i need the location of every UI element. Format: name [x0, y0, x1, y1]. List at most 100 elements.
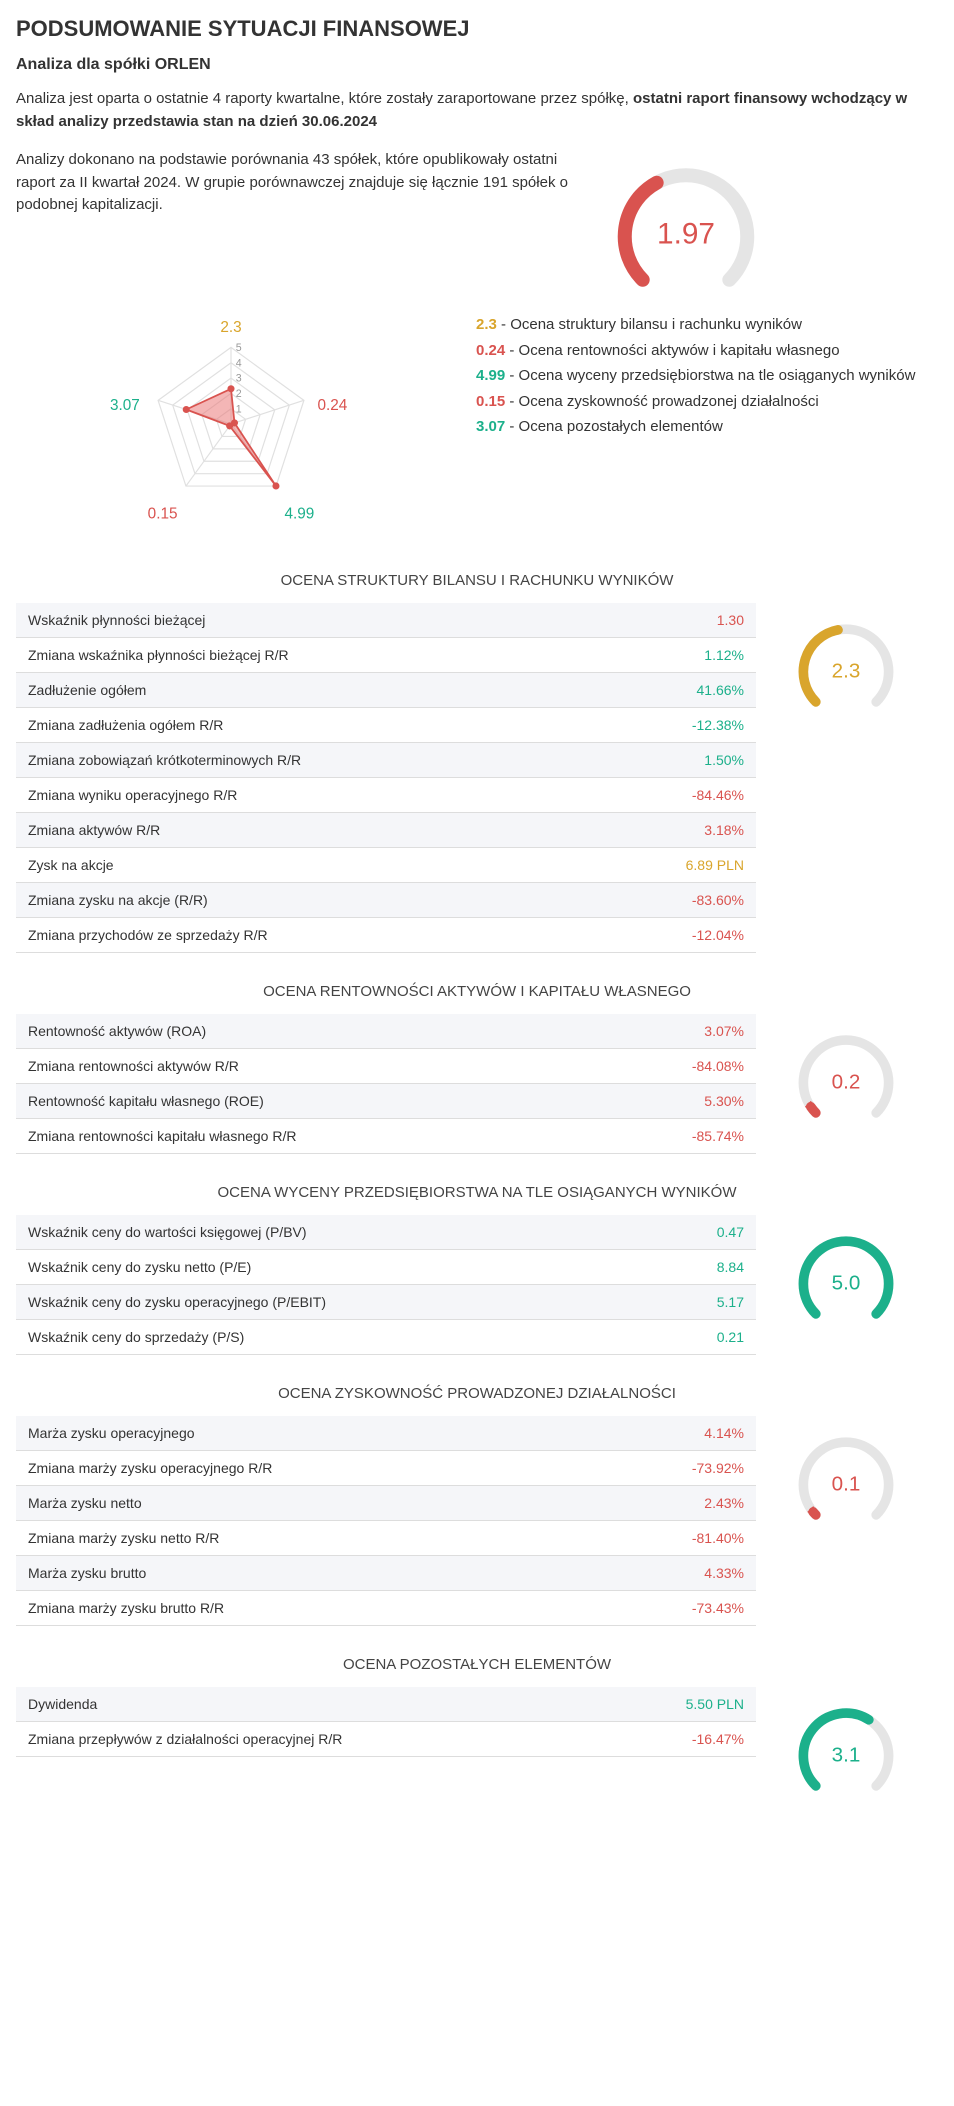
metric-label: Zadłużenie ogółem [16, 673, 596, 708]
metric-value: 4.33% [596, 1556, 756, 1591]
svg-text:3.07: 3.07 [110, 397, 140, 414]
section: OCENA WYCENY PRZEDSIĘBIORSTWA NA TLE OSI… [16, 1184, 938, 1355]
radar-legend: 2.3 - Ocena struktury bilansu i rachunku… [476, 312, 938, 440]
svg-text:3.1: 3.1 [832, 1743, 861, 1766]
svg-text:2.3: 2.3 [832, 659, 861, 682]
metrics-table: Marża zysku operacyjnego4.14%Zmiana marż… [16, 1416, 756, 1626]
metric-value: -84.08% [596, 1049, 756, 1084]
table-row: Wskaźnik ceny do sprzedaży (P/S)0.21 [16, 1320, 756, 1355]
page-subtitle: Analiza dla spółki ORLEN [16, 56, 938, 74]
section-gauge: 0.2 [776, 1014, 916, 1127]
metric-value: 41.66% [596, 673, 756, 708]
table-row: Zmiana rentowności kapitału własnego R/R… [16, 1119, 756, 1154]
metric-value: 8.84 [596, 1250, 756, 1285]
comparison-text: Analizy dokonano na podstawie porównania… [16, 149, 576, 217]
section-gauge: 3.1 [776, 1687, 916, 1800]
metric-value: 0.21 [596, 1320, 756, 1355]
svg-text:4: 4 [236, 357, 242, 369]
table-row: Zmiana wyniku operacyjnego R/R-84.46% [16, 778, 756, 813]
metric-value: 4.14% [596, 1416, 756, 1451]
metric-label: Zmiana zobowiązań krótkoterminowych R/R [16, 743, 596, 778]
table-row: Zmiana przepływów z działalności operacy… [16, 1722, 756, 1757]
table-row: Dywidenda5.50 PLN [16, 1687, 756, 1722]
metric-value: 5.50 PLN [596, 1687, 756, 1722]
metric-value: -81.40% [596, 1521, 756, 1556]
metric-label: Zmiana rentowności kapitału własnego R/R [16, 1119, 596, 1154]
section-title: OCENA ZYSKOWNOŚĆ PROWADZONEJ DZIAŁALNOŚC… [16, 1385, 938, 1402]
metric-label: Zmiana zysku na akcje (R/R) [16, 883, 596, 918]
svg-text:5.0: 5.0 [832, 1271, 861, 1294]
table-row: Marża zysku brutto4.33% [16, 1556, 756, 1591]
svg-text:3: 3 [236, 373, 242, 385]
intro-text: Analiza jest oparta o ostatnie 4 raporty… [16, 88, 938, 133]
page-title: PODSUMOWANIE SYTUACJI FINANSOWEJ [16, 16, 938, 42]
table-row: Wskaźnik ceny do wartości księgowej (P/B… [16, 1215, 756, 1250]
table-row: Wskaźnik ceny do zysku netto (P/E)8.84 [16, 1250, 756, 1285]
svg-text:2: 2 [236, 388, 242, 400]
metric-value: 0.47 [596, 1215, 756, 1250]
metric-label: Zmiana aktywów R/R [16, 813, 596, 848]
radar-legend-item: 2.3 - Ocena struktury bilansu i rachunku… [476, 312, 938, 338]
metric-value: -85.74% [596, 1119, 756, 1154]
table-row: Wskaźnik płynności bieżącej1.30 [16, 603, 756, 638]
metric-label: Zmiana marży zysku operacyjnego R/R [16, 1451, 596, 1486]
section-title: OCENA RENTOWNOŚCI AKTYWÓW I KAPITAŁU WŁA… [16, 983, 938, 1000]
metric-value: 2.43% [596, 1486, 756, 1521]
svg-text:1.97: 1.97 [657, 218, 715, 251]
radar-legend-item: 0.15 - Ocena zyskowność prowadzonej dzia… [476, 389, 938, 415]
table-row: Marża zysku operacyjnego4.14% [16, 1416, 756, 1451]
section: OCENA RENTOWNOŚCI AKTYWÓW I KAPITAŁU WŁA… [16, 983, 938, 1154]
metric-value: 1.30 [596, 603, 756, 638]
table-row: Zmiana zysku na akcje (R/R)-83.60% [16, 883, 756, 918]
table-row: Zmiana zobowiązań krótkoterminowych R/R1… [16, 743, 756, 778]
table-row: Wskaźnik ceny do zysku operacyjnego (P/E… [16, 1285, 756, 1320]
table-row: Zmiana zadłużenia ogółem R/R-12.38% [16, 708, 756, 743]
metric-value: -73.92% [596, 1451, 756, 1486]
metric-value: -16.47% [596, 1722, 756, 1757]
metric-label: Wskaźnik ceny do wartości księgowej (P/B… [16, 1215, 596, 1250]
metric-label: Zmiana marży zysku netto R/R [16, 1521, 596, 1556]
metric-label: Wskaźnik ceny do sprzedaży (P/S) [16, 1320, 596, 1355]
metric-label: Zmiana wyniku operacyjnego R/R [16, 778, 596, 813]
metric-label: Zmiana przepływów z działalności operacy… [16, 1722, 596, 1757]
section-title: OCENA STRUKTURY BILANSU I RACHUNKU WYNIK… [16, 572, 938, 589]
section-title: OCENA WYCENY PRZEDSIĘBIORSTWA NA TLE OSI… [16, 1184, 938, 1201]
table-row: Marża zysku netto2.43% [16, 1486, 756, 1521]
metric-value: 5.30% [596, 1084, 756, 1119]
section: OCENA STRUKTURY BILANSU I RACHUNKU WYNIK… [16, 572, 938, 953]
section-gauge: 5.0 [776, 1215, 916, 1328]
svg-text:0.15: 0.15 [148, 505, 178, 522]
metrics-table: Wskaźnik płynności bieżącej1.30Zmiana ws… [16, 603, 756, 953]
table-row: Zmiana aktywów R/R3.18% [16, 813, 756, 848]
section-gauge: 2.3 [776, 603, 916, 716]
table-row: Rentowność kapitału własnego (ROE)5.30% [16, 1084, 756, 1119]
metric-value: 3.18% [596, 813, 756, 848]
svg-text:4.99: 4.99 [284, 505, 314, 522]
metric-label: Zysk na akcje [16, 848, 596, 883]
svg-text:0.24: 0.24 [318, 397, 348, 414]
metric-label: Zmiana wskaźnika płynności bieżącej R/R [16, 638, 596, 673]
table-row: Zmiana marży zysku netto R/R-81.40% [16, 1521, 756, 1556]
metric-value: -84.46% [596, 778, 756, 813]
svg-text:1: 1 [236, 403, 242, 415]
metric-value: 6.89 PLN [596, 848, 756, 883]
svg-text:0.1: 0.1 [832, 1472, 861, 1495]
table-row: Zysk na akcje6.89 PLN [16, 848, 756, 883]
section-gauge: 0.1 [776, 1416, 916, 1529]
metric-label: Rentowność kapitału własnego (ROE) [16, 1084, 596, 1119]
metric-value: 1.12% [596, 638, 756, 673]
table-row: Zmiana przychodów ze sprzedaży R/R-12.04… [16, 918, 756, 953]
svg-text:0.2: 0.2 [832, 1070, 861, 1093]
table-row: Zadłużenie ogółem41.66% [16, 673, 756, 708]
table-row: Zmiana wskaźnika płynności bieżącej R/R1… [16, 638, 756, 673]
section: OCENA ZYSKOWNOŚĆ PROWADZONEJ DZIAŁALNOŚC… [16, 1385, 938, 1626]
radar-legend-item: 4.99 - Ocena wyceny przedsiębiorstwa na … [476, 363, 938, 389]
radar-chart: 123452.30.244.990.153.07 [16, 312, 446, 542]
svg-text:5: 5 [236, 342, 242, 354]
metric-label: Zmiana zadłużenia ogółem R/R [16, 708, 596, 743]
metric-label: Wskaźnik płynności bieżącej [16, 603, 596, 638]
metric-label: Marża zysku brutto [16, 1556, 596, 1591]
table-row: Zmiana marży zysku operacyjnego R/R-73.9… [16, 1451, 756, 1486]
metrics-table: Dywidenda5.50 PLNZmiana przepływów z dzi… [16, 1687, 756, 1757]
metric-label: Zmiana rentowności aktywów R/R [16, 1049, 596, 1084]
